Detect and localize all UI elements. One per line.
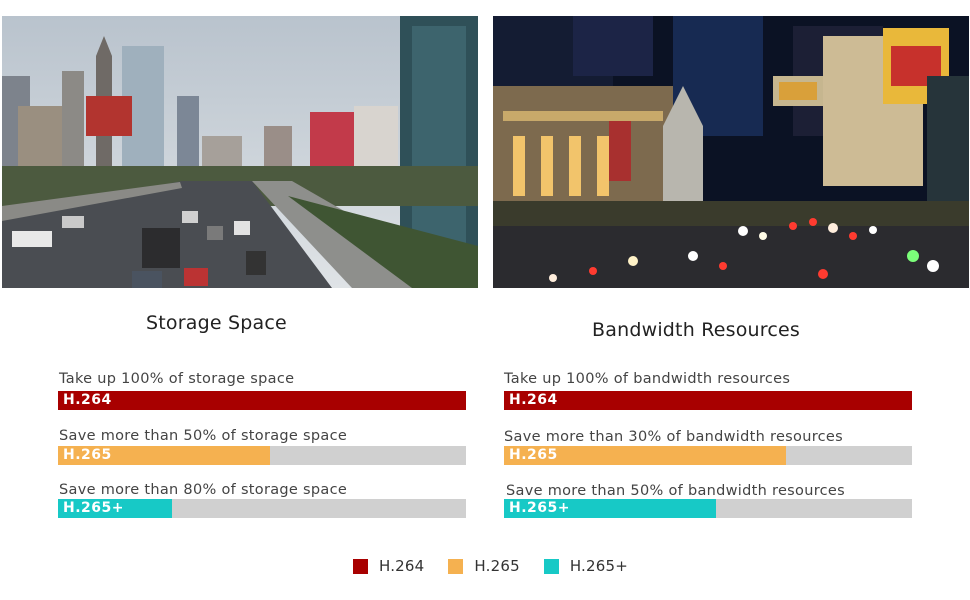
legend-swatch-h264 [353, 558, 368, 574]
storage-h265-caption: Save more than 50% of storage space [59, 428, 348, 444]
legend-label-h265plus: H.265+ [569, 557, 629, 575]
storage-h264-bar-label: H.264 [63, 392, 112, 408]
storage-bar-track: H.265+ [58, 499, 466, 518]
legend-swatch-h265 [448, 558, 464, 574]
bandwidth-h265plus-bar-label: H.265+ [509, 500, 570, 516]
bandwidth-h265-caption: Save more than 30% of bandwidth resource… [504, 429, 843, 445]
bandwidth-bar-track: H.265+ [504, 499, 912, 518]
storage-space-title: Storage Space [146, 312, 287, 334]
bandwidth-h265plus-bar [504, 499, 717, 518]
bandwidth-resources-title: Bandwidth Resources [592, 319, 801, 341]
bandwidth-h265plus-caption: Save more than 50% of bandwidth resource… [506, 483, 845, 499]
storage-h265plus-caption: Save more than 80% of storage space [59, 482, 348, 498]
storage-h265plus-bar-label: H.265+ [63, 500, 124, 516]
bandwidth-bar-track: H.265 [504, 446, 912, 465]
storage-h264-caption: Take up 100% of storage space [59, 371, 295, 387]
bandwidth-h264-bar-label: H.264 [509, 392, 558, 408]
bandwidth-bar-track: H.264 [504, 391, 912, 410]
bandwidth-h265-bar-label: H.265 [509, 447, 558, 463]
storage-bar-track: H.264 [58, 391, 466, 410]
bandwidth-h265-bar [504, 446, 786, 465]
legend-label-h265: H.265 [474, 557, 520, 575]
bandwidth-h264-caption: Take up 100% of bandwidth resources [504, 371, 791, 387]
legend-item-h264: H.264 [353, 557, 424, 575]
legend-item-h265: H.265 [448, 557, 520, 575]
chart-legend: H.264 H.265 H.265+ [353, 557, 652, 575]
storage-h265-bar-label: H.265 [63, 447, 112, 463]
storage-bar-track: H.265 [58, 446, 466, 465]
storage-h264-bar [58, 391, 466, 410]
storage-h265plus-bar [58, 499, 173, 518]
bandwidth-h264-bar [504, 391, 912, 410]
legend-label-h264: H.264 [379, 557, 425, 575]
legend-swatch-h265plus [543, 558, 559, 574]
daytime-street-photo [2, 16, 478, 288]
night-street-photo [493, 16, 969, 288]
storage-h265-bar [58, 446, 271, 465]
legend-item-h265plus: H.265+ [543, 557, 629, 575]
